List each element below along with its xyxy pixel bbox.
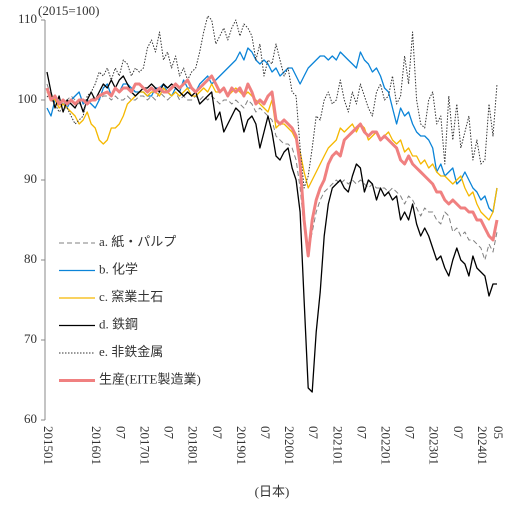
x-tick-label: 201601 — [89, 426, 104, 465]
legend-box — [51, 231, 251, 396]
x-tick-label: 202201 — [379, 426, 394, 465]
x-tick-label: 202301 — [427, 426, 442, 465]
x-tick-label: 07 — [113, 426, 128, 440]
y-tick-label: 90 — [24, 171, 37, 186]
x-tick-label: 201801 — [186, 426, 201, 465]
series-line — [46, 47, 498, 213]
y-tick-label: 70 — [24, 331, 37, 346]
y-tick-label: 80 — [24, 251, 37, 266]
series-line — [46, 83, 498, 261]
y-tick-label: 100 — [18, 91, 38, 106]
x-tick-label: 07 — [451, 426, 466, 440]
legend-label: e. 非鉄金属 — [99, 344, 163, 359]
x-tick-label: 202401 — [475, 426, 490, 465]
legend-label: a. 紙・パルプ — [99, 234, 176, 249]
legend-label: c. 窯業土石 — [99, 289, 163, 304]
y-axis-label: (2015=100) — [38, 3, 100, 18]
legend-label: b. 化学 — [99, 261, 138, 276]
x-tick-label: 05 — [491, 426, 506, 439]
x-axis-label: (日本) — [255, 484, 290, 499]
x-tick-label: 07 — [306, 426, 321, 440]
x-tick-label: 07 — [210, 426, 225, 440]
x-tick-label: 201901 — [234, 426, 249, 465]
series-line — [46, 71, 497, 393]
x-tick-label: 07 — [403, 426, 418, 440]
series-line — [45, 74, 499, 258]
x-tick-label: 202101 — [330, 426, 345, 465]
x-tick-label: 07 — [162, 426, 177, 440]
x-tick-label: 201501 — [41, 426, 56, 465]
series-line — [46, 83, 498, 221]
x-tick-label: 202001 — [282, 426, 297, 465]
legend-label: d. 鉄鋼 — [99, 316, 138, 331]
y-tick-label: 60 — [24, 411, 37, 426]
legend-label: 生産(EITE製造業) — [99, 371, 201, 386]
x-tick-label: 07 — [354, 426, 369, 440]
y-tick-label: 110 — [18, 11, 37, 26]
x-tick-label: 201701 — [137, 426, 152, 465]
x-tick-label: 07 — [258, 426, 273, 440]
